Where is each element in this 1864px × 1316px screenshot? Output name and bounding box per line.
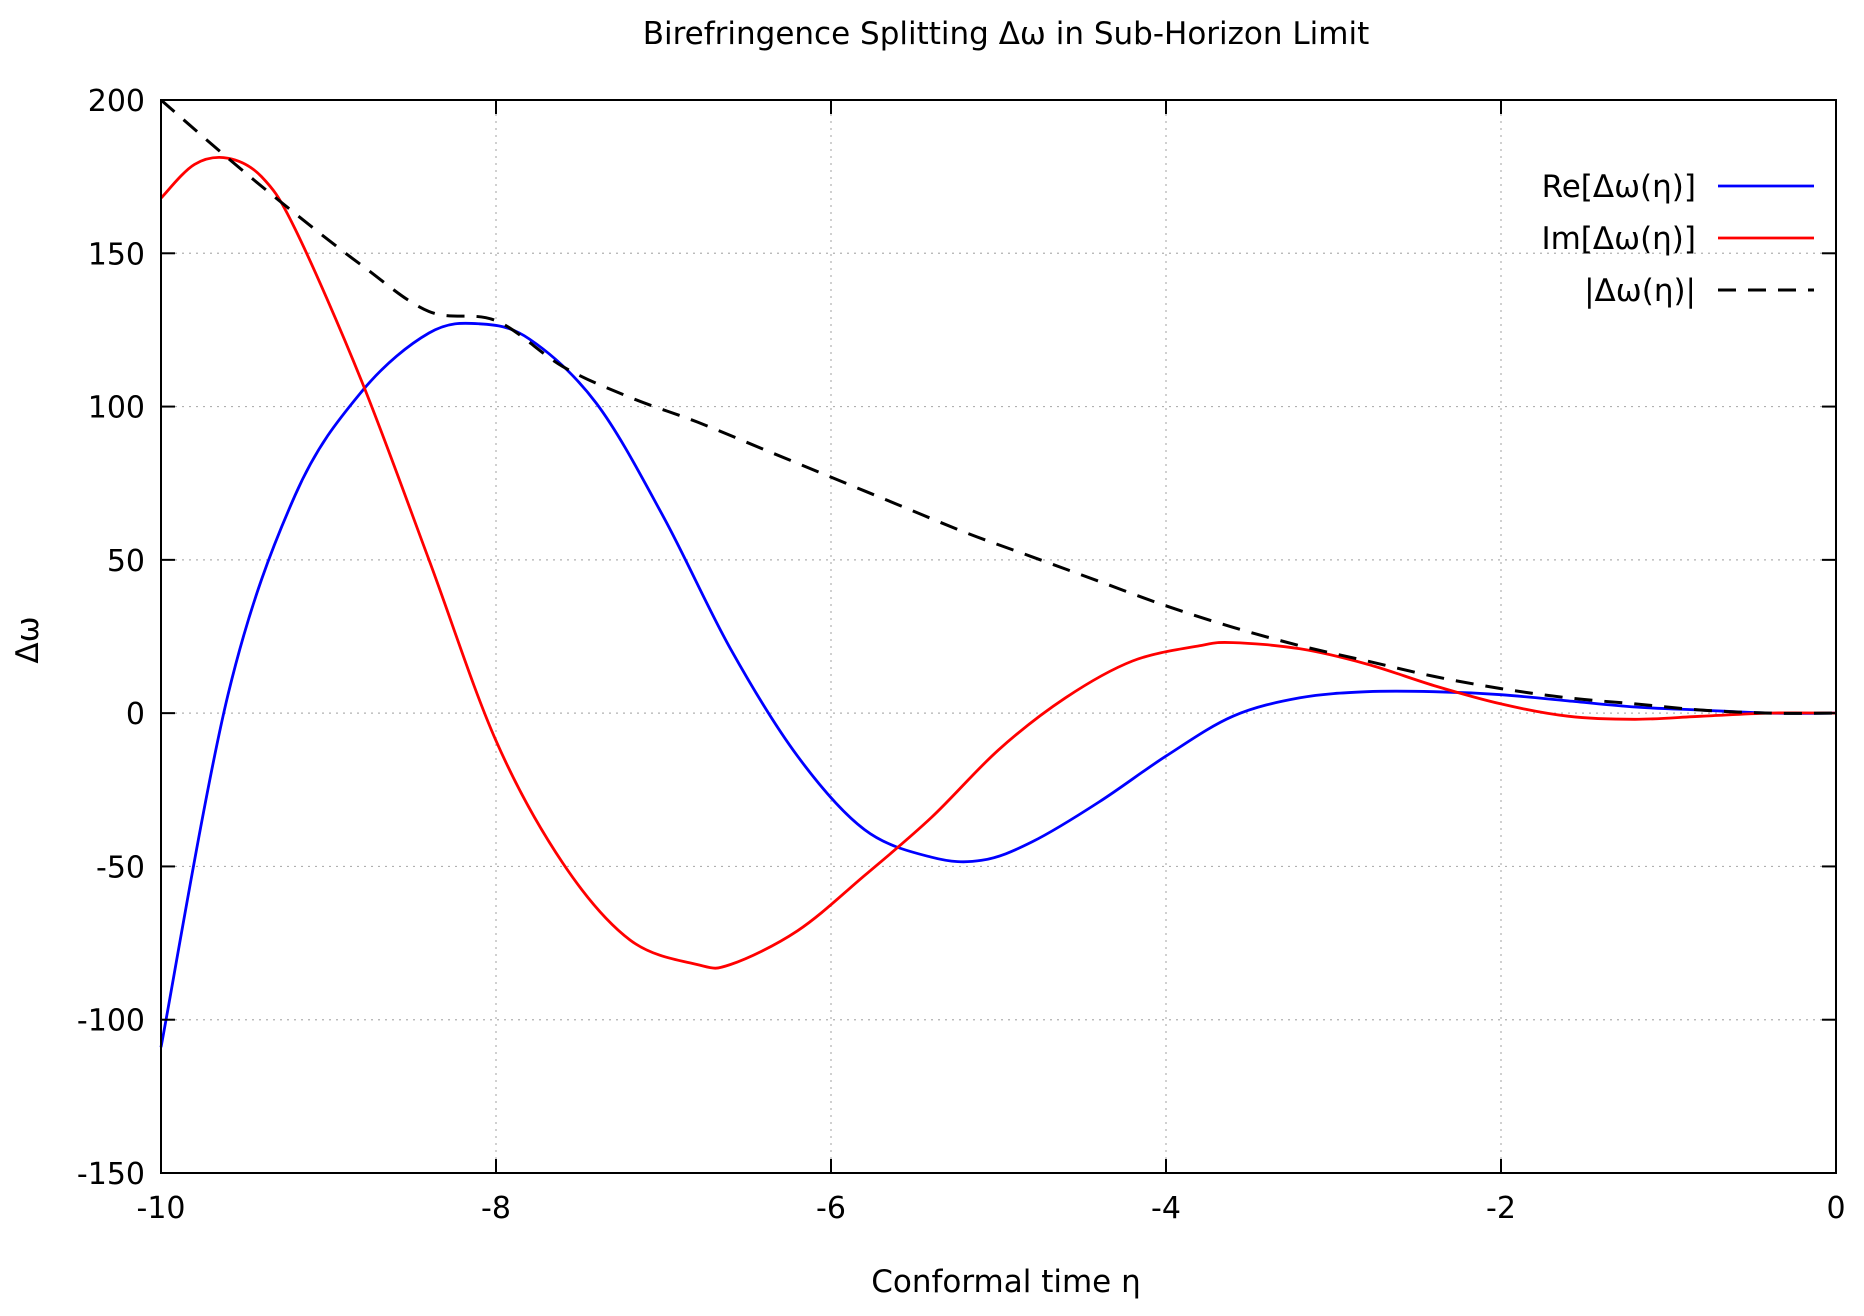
series-im-line <box>159 155 1837 970</box>
x-tick-label: 0 <box>1826 1191 1845 1226</box>
legend: Re[Δω(η)] Im[Δω(η)] |Δω(η)| <box>1541 169 1814 309</box>
axis-ticks <box>160 99 1837 1174</box>
y-tick-label: 100 <box>88 391 145 426</box>
x-axis-title: Conformal time η <box>871 1264 1141 1300</box>
series-lines <box>159 98 1837 1048</box>
legend-entry-re: Re[Δω(η)] <box>1542 169 1814 205</box>
x-tick-label: -10 <box>137 1191 186 1226</box>
legend-entry-im: Im[Δω(η)] <box>1541 221 1814 257</box>
y-tick-label: 0 <box>126 697 145 732</box>
y-tick-label: -150 <box>77 1157 145 1192</box>
y-axis-title: Δω <box>10 616 46 663</box>
y-tick-label: -100 <box>77 1004 145 1039</box>
plot-frame <box>160 99 1837 1174</box>
legend-label: Im[Δω(η)] <box>1541 221 1696 257</box>
y-tick-label: 150 <box>88 237 145 272</box>
series-abs-line <box>160 98 1837 715</box>
y-tick-label: 200 <box>88 84 145 119</box>
legend-label: Re[Δω(η)] <box>1542 169 1696 205</box>
x-tick-label: -2 <box>1486 1191 1516 1226</box>
series-re-line <box>159 321 1837 1048</box>
x-tick-label: -6 <box>816 1191 846 1226</box>
chart-title: Birefringence Splitting Δω in Sub-Horizo… <box>643 16 1370 52</box>
legend-label: |Δω(η)| <box>1584 273 1696 309</box>
y-tick-label: -50 <box>96 850 145 885</box>
y-tick-label: 50 <box>107 544 145 579</box>
legend-entry-abs: |Δω(η)| <box>1584 273 1814 309</box>
tick-labels: -10 -8 -6 -4 -2 0 -150 -100 -50 0 50 100 150 200 <box>77 84 1846 1226</box>
x-tick-label: -4 <box>1151 1191 1181 1226</box>
x-tick-label: -8 <box>481 1191 511 1226</box>
